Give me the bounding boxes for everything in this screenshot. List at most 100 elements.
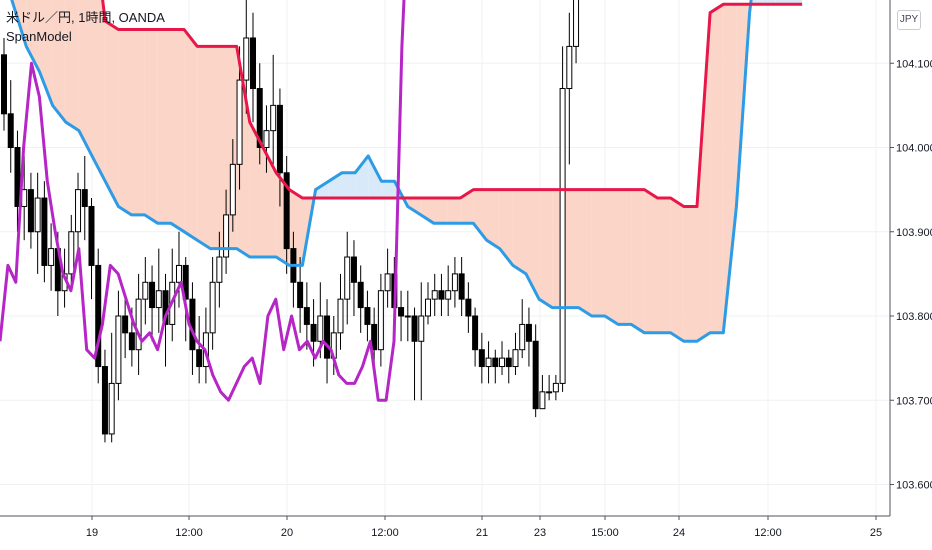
chikou-line (0, 0, 406, 402)
bear-candle (88, 205, 95, 266)
currency-button[interactable]: JPY (897, 10, 921, 30)
bear-candle (81, 189, 88, 207)
cloud-segment (591, 189, 605, 316)
time-tick-label: 21 (476, 527, 488, 539)
cloud-segment (683, 206, 697, 342)
price-tick-label: 103.900 (896, 227, 932, 239)
time-tick-label: 15:00 (591, 527, 619, 539)
bear-candle (27, 189, 34, 233)
cloud-segment (381, 181, 395, 199)
bull-candle (135, 298, 142, 351)
bear-candle (14, 147, 21, 207)
cloud-segment (105, 21, 119, 207)
bear-candle (276, 104, 283, 174)
cloud-segment (460, 189, 474, 224)
bear-candle (256, 88, 263, 148)
bull-candle (68, 231, 75, 275)
cloud-segment (52, 0, 66, 123)
cloud-segment (184, 29, 198, 241)
bear-candle (364, 307, 371, 325)
bear-candle (411, 315, 418, 342)
bear-candle (310, 323, 317, 342)
cloud-segment (65, 0, 79, 131)
bull-candle (499, 357, 506, 368)
cloud-segment (618, 189, 632, 325)
bull-candle (108, 382, 115, 435)
bear-candle (532, 340, 539, 410)
cloud-segment (657, 198, 671, 333)
bear-candle (149, 281, 156, 309)
bear-candle (303, 307, 310, 325)
bear-candle (1, 54, 7, 115)
span-b-line (101, 0, 803, 208)
bull-candle (34, 197, 41, 233)
bear-candle (472, 315, 479, 351)
cloud-segment (631, 189, 645, 333)
cloud-segment (157, 29, 171, 224)
bull-candle (75, 189, 82, 233)
bear-candle (41, 197, 48, 266)
cloud-segment (263, 147, 277, 258)
cloud-segment (565, 189, 579, 308)
time-tick-label: 12:00 (371, 527, 399, 539)
cloud-segment (526, 189, 540, 300)
bull-candle (566, 45, 573, 90)
symbol-title: 米ドル／円, 1時間, OANDA (6, 10, 165, 25)
cloud-segment (644, 189, 658, 333)
bull-candle (216, 256, 223, 283)
bull-candle (519, 323, 526, 351)
cloud-segment (315, 181, 329, 199)
bear-candle (283, 172, 290, 250)
price-tick-label: 103.700 (896, 395, 932, 407)
cloud-segment (499, 189, 513, 266)
bear-candle (438, 290, 445, 300)
bull-candle (155, 290, 162, 309)
price-axis-bg (890, 0, 932, 550)
bull-candle (209, 281, 216, 334)
time-tick-label: 24 (673, 527, 685, 539)
bull-candle (445, 290, 452, 300)
cloud-segment (26, 0, 40, 72)
bear-candle (250, 37, 257, 90)
cloud-segment (144, 29, 158, 224)
time-tick-label: 23 (534, 527, 546, 539)
bull-candle (377, 290, 384, 351)
bear-candle (458, 273, 465, 300)
bear-candle (492, 357, 499, 368)
bear-candle (525, 323, 532, 342)
bear-candle (357, 281, 364, 309)
cloud-segment (170, 29, 185, 232)
bull-candle (573, 0, 580, 47)
cloud-segment (92, 0, 106, 182)
bear-candle (505, 357, 512, 368)
cloud-segment (131, 29, 145, 215)
bull-candle (48, 248, 55, 266)
bull-candle (431, 290, 438, 300)
cloud-segment (539, 189, 553, 308)
cloud-segment (670, 198, 684, 342)
cloud-segment (355, 155, 369, 199)
bull-candle (559, 88, 566, 384)
bull-candle (115, 315, 122, 384)
cloud-segment (118, 29, 132, 215)
bear-candle (101, 366, 108, 435)
time-tick-label: 12:00 (175, 527, 203, 539)
cloud-segment (368, 155, 382, 199)
bull-candle (229, 163, 236, 216)
bull-candle (552, 382, 559, 393)
bull-candle (175, 264, 182, 283)
price-tick-label: 103.600 (896, 480, 932, 492)
bull-candle (384, 273, 391, 292)
bear-candle (122, 315, 129, 334)
time-tick-label: 25 (870, 527, 882, 539)
bear-candle (95, 264, 102, 368)
bull-candle (418, 315, 425, 342)
cloud-segment (447, 198, 461, 224)
bull-candle (236, 79, 243, 165)
bear-candle (128, 332, 135, 351)
cloud-segment (407, 198, 421, 215)
cloud-segment (486, 189, 500, 249)
cloud-segment (604, 189, 619, 325)
